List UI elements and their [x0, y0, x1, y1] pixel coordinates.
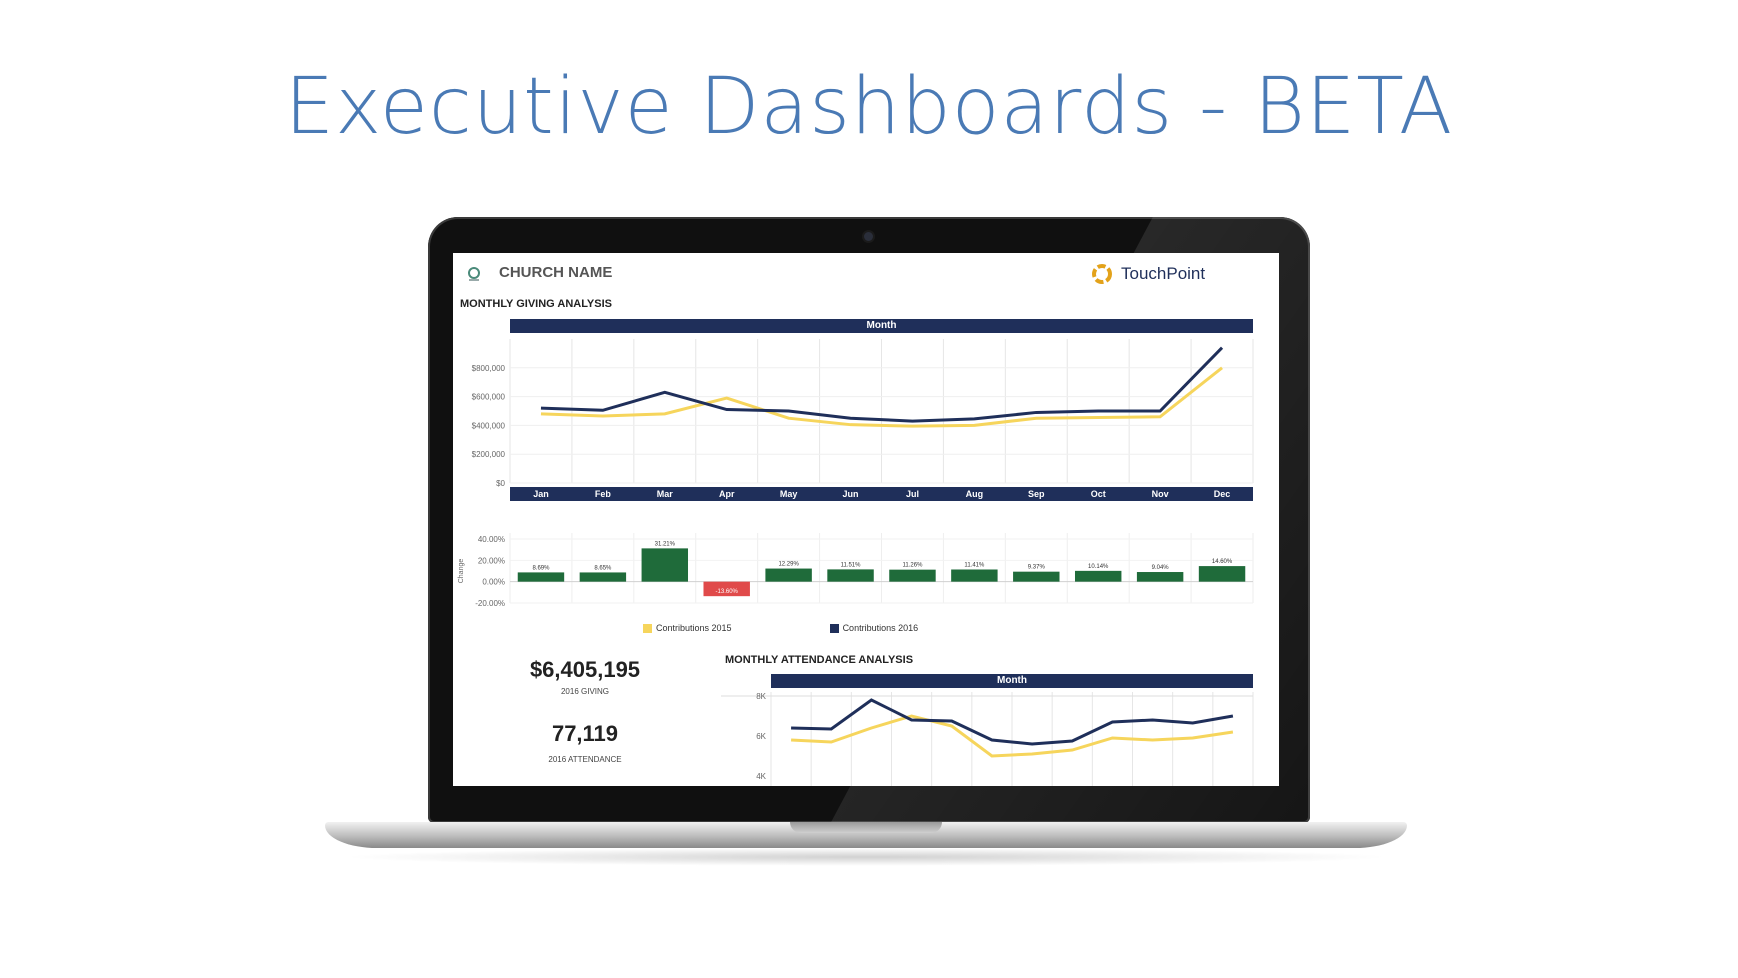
attendance-line-2016: [791, 698, 1234, 746]
legend-label-2015: Contributions 2015: [656, 623, 732, 633]
bar-data-label: 10.14%: [1088, 564, 1109, 570]
y-tick-label: $200,000: [472, 450, 506, 459]
church-logo-icon: [468, 267, 480, 281]
change-bar: [1136, 572, 1184, 582]
x-tick-label: Oct: [1091, 489, 1106, 499]
y-tick-label: 40.00%: [478, 535, 505, 544]
giving-total-value: $6,405,195: [529, 657, 641, 682]
y-axis-label: Change: [458, 559, 465, 584]
change-bar: [765, 568, 812, 582]
giving-legend: Contributions 2015 Contributions 2016: [643, 623, 918, 633]
webcam-icon: [864, 232, 873, 241]
bar-data-label: 11.41%: [964, 562, 985, 568]
change-bar: [827, 569, 874, 582]
change-bar-chart: Change 40.00% 20.00% 0.00% -20.00% 8.69% 8.65%…: [458, 533, 1254, 608]
bar-data-label: 14.60%: [1212, 559, 1233, 565]
x-tick-label: Jul: [906, 489, 919, 499]
giving-section-title: MONTHLY GIVING ANALYSIS: [460, 298, 612, 310]
dashboard-screen: CHURCH NAME TouchPoint MONTHLY GIVING AN…: [453, 253, 1279, 786]
giving-line-chart: $0 $200,000 $400,000 $600,000 $800,000 Jan Feb…: [472, 339, 1254, 501]
bar-data-label: 31.21%: [655, 541, 676, 547]
bar-data-label: 8.65%: [594, 565, 612, 571]
x-tick-label: Jun: [843, 489, 859, 499]
change-bar: [703, 581, 750, 597]
attendance-total-label: 2016 ATTENDANCE: [548, 755, 622, 764]
legend-item-2016: Contributions 2016: [829, 623, 919, 633]
attendance-line-chart: 8K 6K 4K: [721, 692, 1254, 786]
x-tick-label: May: [780, 489, 798, 499]
y-tick-label: 20.00%: [478, 556, 505, 565]
change-bar: [1074, 570, 1122, 582]
change-bar: [889, 569, 936, 582]
change-bar: [579, 572, 627, 582]
y-tick-label: $0: [496, 479, 505, 488]
bar-data-label: 8.69%: [532, 565, 550, 571]
bar-data-label: 9.04%: [1152, 565, 1170, 571]
y-tick-label: -20.00%: [475, 599, 505, 608]
legend-item-2015: Contributions 2015: [643, 623, 732, 633]
attendance-total-value: 77,119: [551, 721, 619, 746]
series-line-2015: [540, 366, 1223, 428]
x-tick-label: Sep: [1028, 489, 1045, 499]
y-tick-label: 4K: [756, 772, 766, 781]
series-line-2016: [540, 346, 1224, 423]
bar-data-label: 12.29%: [778, 562, 799, 568]
laptop-notch: [790, 822, 942, 833]
change-bar: [1198, 566, 1246, 582]
slide-title: Executive Dashboards - BETA: [284, 62, 1454, 152]
bar-data-label: -13.60%: [716, 589, 739, 595]
x-tick-label: Nov: [1152, 489, 1169, 499]
x-tick-label: Mar: [657, 489, 674, 499]
month-label-bar: [510, 487, 1253, 501]
x-tick-label: Apr: [719, 489, 735, 499]
y-tick-label: 6K: [756, 732, 766, 741]
x-tick-label: Feb: [595, 489, 612, 499]
change-bar: [517, 572, 565, 582]
attendance-month-header: Month: [771, 674, 1253, 688]
change-bar: [1013, 571, 1060, 582]
x-tick-label: Jan: [533, 489, 549, 499]
bar-data-label: 11.26%: [903, 563, 924, 569]
bar-data-label: 11.51%: [841, 562, 862, 568]
y-tick-label: $400,000: [472, 421, 506, 430]
brand-name: TouchPoint: [1121, 264, 1206, 283]
attendance-line-2015: [791, 714, 1234, 758]
touchpoint-brand: TouchPoint: [1089, 261, 1205, 287]
change-bar: [951, 569, 998, 582]
bar-data-label: 9.37%: [1028, 565, 1046, 571]
giving-total-label: 2016 GIVING: [560, 687, 610, 696]
attendance-section-title: MONTHLY ATTENDANCE ANALYSIS: [725, 654, 914, 666]
y-tick-label: $600,000: [472, 393, 506, 402]
change-bar: [641, 548, 689, 582]
y-tick-label: $800,000: [472, 364, 506, 373]
church-name: CHURCH NAME: [499, 264, 613, 281]
touchpoint-logo-icon: [1092, 264, 1112, 284]
y-tick-label: 8K: [756, 692, 766, 701]
x-tick-label: Dec: [1214, 489, 1231, 499]
legend-label-2016: Contributions 2016: [842, 623, 919, 633]
giving-month-header: Month: [510, 319, 1253, 333]
y-tick-label: 0.00%: [482, 578, 505, 587]
x-tick-label: Aug: [966, 489, 984, 499]
